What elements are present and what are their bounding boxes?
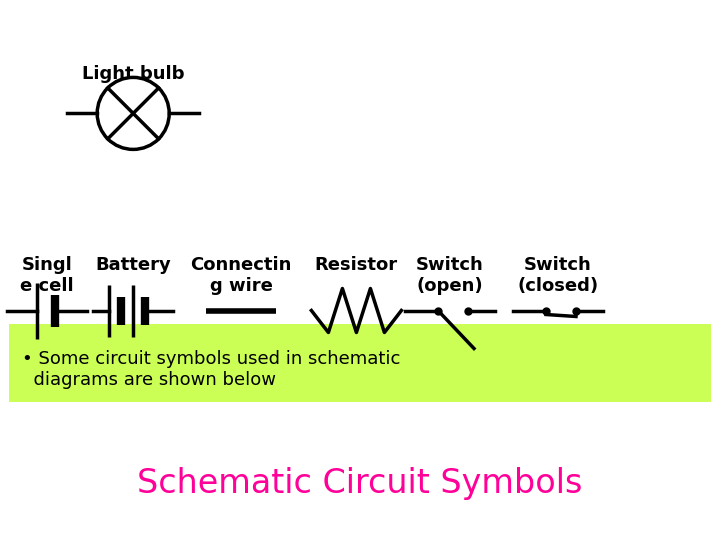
Text: Switch
(closed): Switch (closed) (518, 256, 598, 295)
FancyBboxPatch shape (9, 324, 711, 402)
Text: Schematic Circuit Symbols: Schematic Circuit Symbols (138, 467, 582, 500)
Text: Singl
e cell: Singl e cell (20, 256, 73, 295)
Text: Resistor: Resistor (315, 256, 398, 274)
Text: Light bulb: Light bulb (82, 65, 184, 83)
Text: • Some circuit symbols used in schematic
  diagrams are shown below: • Some circuit symbols used in schematic… (22, 350, 400, 389)
Text: Connectin
g wire: Connectin g wire (191, 256, 292, 295)
Text: Battery: Battery (95, 256, 171, 274)
Text: Switch
(open): Switch (open) (416, 256, 484, 295)
